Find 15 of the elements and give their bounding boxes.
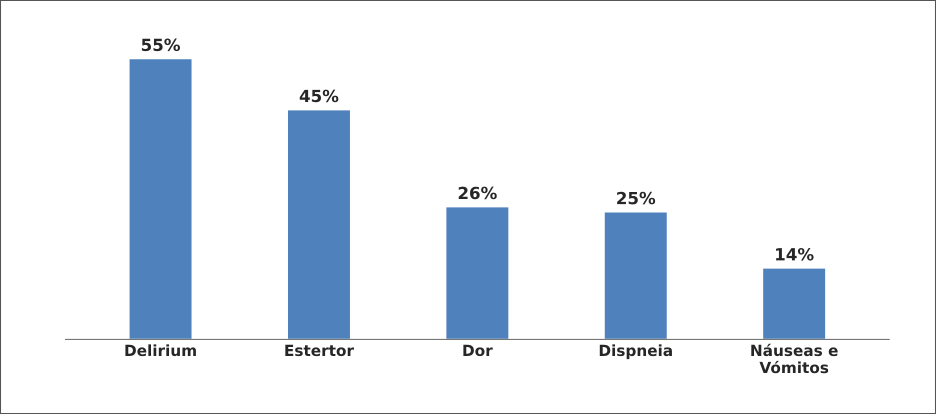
bar (128, 58, 193, 340)
x-tick-label: Dor (463, 344, 493, 356)
data-label: 45% (300, 90, 338, 102)
data-label: 25% (617, 192, 656, 204)
x-tick-label: Náuseas e Vómitos (751, 344, 838, 374)
x-tick-label: Delirium (125, 344, 196, 356)
bar (603, 211, 668, 340)
x-tick-label: Dispneia (600, 344, 672, 360)
data-label: 14% (776, 248, 814, 261)
bar (444, 206, 510, 340)
bar (762, 267, 827, 340)
data-label: 55% (142, 38, 180, 52)
data-label: 26% (458, 186, 497, 200)
bar (286, 108, 352, 340)
x-tick-label: Estertor (285, 344, 354, 356)
